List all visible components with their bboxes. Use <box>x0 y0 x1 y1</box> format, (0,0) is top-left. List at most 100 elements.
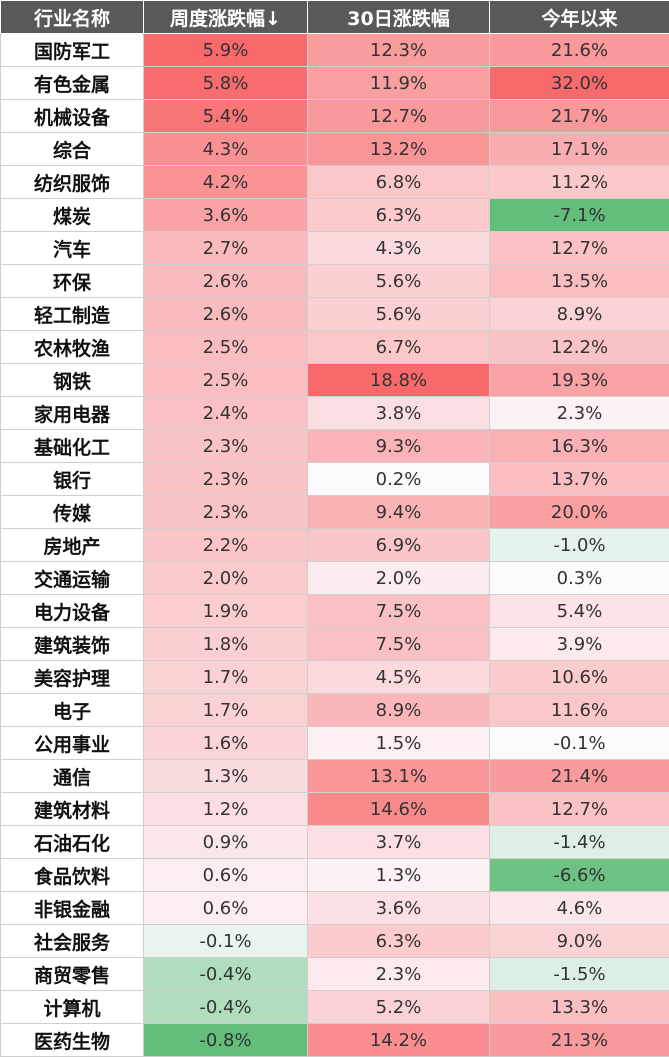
ytd-change-cell: 16.3% <box>489 429 669 463</box>
industry-name-cell: 社会服务 <box>0 924 144 958</box>
weekly-change-cell: 1.9% <box>143 594 308 628</box>
table-row: 纺织服饰 4.2% 6.8% 11.2% <box>0 165 669 199</box>
30day-change-cell: 12.3% <box>307 33 490 67</box>
table-row: 通信 1.3% 13.1% 21.4% <box>0 759 669 793</box>
industry-name-cell: 农林牧渔 <box>0 330 144 364</box>
ytd-change-cell: 13.3% <box>489 990 669 1024</box>
ytd-change-cell: 19.3% <box>489 363 669 397</box>
ytd-change-cell: 21.4% <box>489 759 669 793</box>
industry-name-cell: 美容护理 <box>0 660 144 694</box>
table-row: 汽车 2.7% 4.3% 12.7% <box>0 231 669 265</box>
industry-name-cell: 交通运输 <box>0 561 144 595</box>
weekly-change-cell: 0.6% <box>143 858 308 892</box>
ytd-change-cell: 10.6% <box>489 660 669 694</box>
table-row: 公用事业 1.6% 1.5% -0.1% <box>0 726 669 760</box>
30day-change-cell: 13.1% <box>307 759 490 793</box>
ytd-change-cell: 3.9% <box>489 627 669 661</box>
table-row: 机械设备 5.4% 12.7% 21.7% <box>0 99 669 133</box>
industry-name-cell: 医药生物 <box>0 1023 144 1057</box>
30day-change-cell: 3.6% <box>307 891 490 925</box>
30day-change-cell: 4.3% <box>307 231 490 265</box>
table-row: 建筑材料 1.2% 14.6% 12.7% <box>0 792 669 826</box>
30day-change-cell: 0.2% <box>307 462 490 496</box>
header-industry-name[interactable]: 行业名称 <box>0 0 144 34</box>
industry-name-cell: 商贸零售 <box>0 957 144 991</box>
30day-change-cell: 5.2% <box>307 990 490 1024</box>
industry-name-cell: 房地产 <box>0 528 144 562</box>
30day-change-cell: 5.6% <box>307 264 490 298</box>
30day-change-cell: 11.9% <box>307 66 490 100</box>
industry-name-cell: 非银金融 <box>0 891 144 925</box>
30day-change-cell: 13.2% <box>307 132 490 166</box>
table-row: 石油石化 0.9% 3.7% -1.4% <box>0 825 669 859</box>
table-row: 有色金属 5.8% 11.9% 32.0% <box>0 66 669 100</box>
30day-change-cell: 8.9% <box>307 693 490 727</box>
30day-change-cell: 6.7% <box>307 330 490 364</box>
weekly-change-cell: -0.1% <box>143 924 308 958</box>
industry-name-cell: 国防军工 <box>0 33 144 67</box>
ytd-change-cell: -1.5% <box>489 957 669 991</box>
weekly-change-cell: 2.3% <box>143 429 308 463</box>
table-row: 房地产 2.2% 6.9% -1.0% <box>0 528 669 562</box>
table-body: 国防军工 5.9% 12.3% 21.6% 有色金属 5.8% 11.9% 32.0% 机械设备… <box>0 33 669 1057</box>
ytd-change-cell: 0.3% <box>489 561 669 595</box>
table-row: 综合 4.3% 13.2% 17.1% <box>0 132 669 166</box>
30day-change-cell: 14.2% <box>307 1023 490 1057</box>
weekly-change-cell: 2.7% <box>143 231 308 265</box>
industry-name-cell: 环保 <box>0 264 144 298</box>
ytd-change-cell: 4.6% <box>489 891 669 925</box>
table-row: 电力设备 1.9% 7.5% 5.4% <box>0 594 669 628</box>
30day-change-cell: 2.0% <box>307 561 490 595</box>
table-row: 钢铁 2.5% 18.8% 19.3% <box>0 363 669 397</box>
30day-change-cell: 1.5% <box>307 726 490 760</box>
30day-change-cell: 7.5% <box>307 627 490 661</box>
header-30day-change[interactable]: 30日涨跌幅 <box>307 0 490 34</box>
30day-change-cell: 9.4% <box>307 495 490 529</box>
industry-name-cell: 食品饮料 <box>0 858 144 892</box>
weekly-change-cell: 2.5% <box>143 330 308 364</box>
table-row: 基础化工 2.3% 9.3% 16.3% <box>0 429 669 463</box>
header-weekly-change[interactable]: 周度涨跌幅↓ <box>143 0 308 34</box>
weekly-change-cell: 2.5% <box>143 363 308 397</box>
weekly-change-cell: 1.6% <box>143 726 308 760</box>
weekly-change-cell: 3.6% <box>143 198 308 232</box>
weekly-change-cell: 1.7% <box>143 693 308 727</box>
ytd-change-cell: 20.0% <box>489 495 669 529</box>
ytd-change-cell: 9.0% <box>489 924 669 958</box>
table-row: 交通运输 2.0% 2.0% 0.3% <box>0 561 669 595</box>
table-row: 轻工制造 2.6% 5.6% 8.9% <box>0 297 669 331</box>
table-row: 商贸零售 -0.4% 2.3% -1.5% <box>0 957 669 991</box>
industry-name-cell: 建筑装饰 <box>0 627 144 661</box>
ytd-change-cell: 17.1% <box>489 132 669 166</box>
table-row: 计算机 -0.4% 5.2% 13.3% <box>0 990 669 1024</box>
ytd-change-cell: -6.6% <box>489 858 669 892</box>
industry-name-cell: 煤炭 <box>0 198 144 232</box>
header-ytd-change[interactable]: 今年以来 <box>489 0 669 34</box>
weekly-change-cell: 2.4% <box>143 396 308 430</box>
industry-name-cell: 综合 <box>0 132 144 166</box>
industry-name-cell: 电子 <box>0 693 144 727</box>
industry-name-cell: 钢铁 <box>0 363 144 397</box>
ytd-change-cell: 21.3% <box>489 1023 669 1057</box>
ytd-change-cell: 12.2% <box>489 330 669 364</box>
30day-change-cell: 6.3% <box>307 924 490 958</box>
ytd-change-cell: 13.7% <box>489 462 669 496</box>
industry-name-cell: 公用事业 <box>0 726 144 760</box>
weekly-change-cell: 2.6% <box>143 297 308 331</box>
table-row: 银行 2.3% 0.2% 13.7% <box>0 462 669 496</box>
weekly-change-cell: 2.0% <box>143 561 308 595</box>
industry-name-cell: 银行 <box>0 462 144 496</box>
industry-name-cell: 机械设备 <box>0 99 144 133</box>
30day-change-cell: 2.3% <box>307 957 490 991</box>
ytd-change-cell: 12.7% <box>489 792 669 826</box>
weekly-change-cell: -0.4% <box>143 957 308 991</box>
30day-change-cell: 4.5% <box>307 660 490 694</box>
30day-change-cell: 1.3% <box>307 858 490 892</box>
table-row: 非银金融 0.6% 3.6% 4.6% <box>0 891 669 925</box>
30day-change-cell: 3.8% <box>307 396 490 430</box>
ytd-change-cell: -7.1% <box>489 198 669 232</box>
30day-change-cell: 14.6% <box>307 792 490 826</box>
ytd-change-cell: 12.7% <box>489 231 669 265</box>
industry-name-cell: 基础化工 <box>0 429 144 463</box>
